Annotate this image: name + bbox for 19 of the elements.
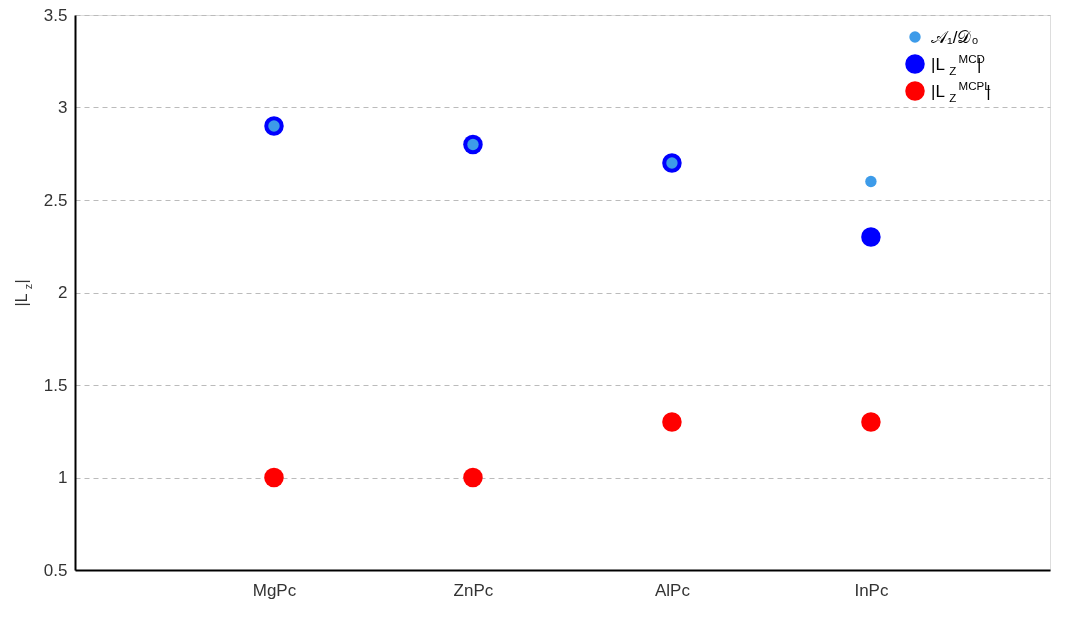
point — [264, 467, 284, 488]
x-tick-label: InPc — [854, 580, 889, 600]
x-tick-label: ZnPc — [453, 580, 494, 600]
y-tick-label: 2.5 — [43, 190, 68, 210]
y-tick-label: 3 — [58, 98, 68, 117]
y-tick-label: 2 — [58, 283, 68, 302]
y-tick-label: 0.5 — [43, 560, 68, 580]
legend-label: 𝒜₁/𝒟₀ — [931, 28, 979, 47]
y-tick-label: 3.5 — [43, 5, 68, 25]
y-tick-label: 1.5 — [43, 375, 68, 395]
x-tick-label: MgPc — [252, 580, 297, 600]
point — [463, 467, 483, 488]
y-tick-label: 1 — [58, 468, 68, 487]
y-axis-title: |Lz| — [13, 279, 34, 307]
point — [662, 412, 682, 432]
x-tick-label: AlPc — [654, 580, 691, 600]
point — [861, 227, 881, 247]
point — [861, 412, 881, 432]
point — [865, 175, 877, 188]
